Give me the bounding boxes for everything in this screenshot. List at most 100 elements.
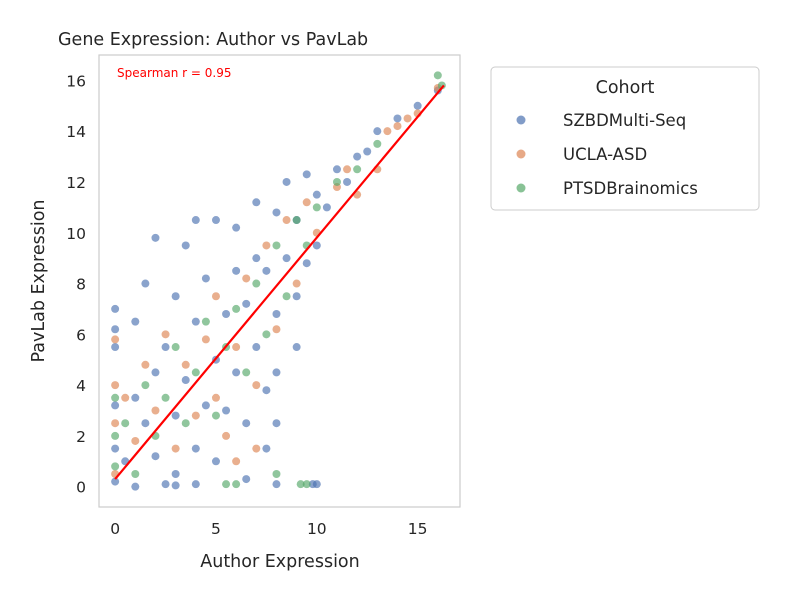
legend-label-ptsdbrainomics: PTSDBrainomics	[563, 179, 698, 198]
point-ptsdbrainomics-24	[353, 165, 362, 174]
point-ptsdbrainomics-8	[171, 343, 180, 352]
point-szbdmulti-seq-57	[393, 114, 402, 123]
y-axis-label: PavLab Expression	[29, 200, 49, 363]
point-szbdmulti-seq-56	[373, 127, 382, 136]
point-szbdmulti-seq-1	[111, 444, 120, 453]
point-ucla-asd-4	[121, 393, 130, 402]
point-szbdmulti-seq-49	[312, 190, 321, 199]
point-szbdmulti-seq-48	[302, 259, 311, 268]
point-szbdmulti-seq-64	[191, 480, 200, 489]
point-ucla-asd-3	[111, 335, 120, 344]
x-axis-ticks: 0 5 10 15	[110, 520, 427, 538]
y-tick-label-6: 6	[76, 326, 86, 344]
point-szbdmulti-seq-21	[191, 317, 200, 326]
x-axis-label: Author Expression	[200, 552, 359, 572]
y-tick-label-4: 4	[76, 377, 86, 395]
point-ucla-asd-9	[171, 444, 180, 453]
point-szbdmulti-seq-61	[308, 480, 317, 489]
point-szbdmulti-seq-15	[171, 469, 180, 478]
point-szbdmulti-seq-10	[141, 279, 150, 288]
chart-title: Gene Expression: Author vs PavLab	[58, 30, 368, 50]
point-ucla-asd-34	[252, 444, 261, 453]
point-ucla-asd-33	[403, 114, 412, 123]
y-tick-label-14: 14	[66, 123, 86, 141]
point-ucla-asd-16	[232, 343, 241, 352]
point-szbdmulti-seq-3	[111, 343, 120, 352]
point-ptsdbrainomics-10	[191, 368, 200, 377]
point-szbdmulti-seq-12	[151, 368, 160, 377]
legend-items: SZBDMulti-Seq UCLA-ASD PTSDBrainomics	[516, 111, 698, 198]
point-szbdmulti-seq-47	[302, 170, 311, 179]
point-ptsdbrainomics-27	[437, 81, 446, 90]
point-szbdmulti-seq-16	[171, 411, 180, 420]
point-szbdmulti-seq-30	[232, 266, 241, 275]
point-ptsdbrainomics-25	[373, 139, 382, 148]
point-szbdmulti-seq-43	[282, 177, 291, 186]
point-ucla-asd-15	[222, 431, 231, 440]
point-szbdmulti-seq-27	[211, 216, 220, 225]
point-ptsdbrainomics-22	[312, 203, 321, 212]
point-ptsdbrainomics-14	[232, 304, 241, 313]
point-ptsdbrainomics-20	[292, 216, 301, 225]
point-szbdmulti-seq-9	[141, 419, 150, 428]
point-szbdmulti-seq-70	[292, 343, 301, 352]
y-tick-label-0: 0	[76, 479, 86, 497]
legend-marker-szbdmulti-seq	[516, 115, 526, 125]
x-tick-label-0: 0	[110, 520, 120, 538]
point-ptsdbrainomics-16	[252, 279, 261, 288]
point-szbdmulti-seq-35	[252, 254, 261, 263]
point-szbdmulti-seq-52	[332, 165, 341, 174]
point-szbdmulti-seq-44	[282, 254, 291, 263]
spearman-annotation: Spearman r = 0.95	[117, 66, 232, 80]
y-tick-label-10: 10	[66, 225, 86, 243]
point-szbdmulti-seq-58	[413, 101, 422, 110]
point-ucla-asd-11	[191, 411, 200, 420]
point-szbdmulti-seq-42	[272, 368, 281, 377]
point-ucla-asd-8	[161, 330, 170, 339]
point-szbdmulti-seq-66	[171, 481, 180, 490]
legend-marker-ucla-asd	[516, 149, 526, 159]
x-tick-label-10: 10	[307, 520, 327, 538]
point-ptsdbrainomics-1	[111, 431, 120, 440]
point-szbdmulti-seq-4	[111, 304, 120, 313]
point-ucla-asd-1	[111, 419, 120, 428]
point-szbdmulti-seq-18	[181, 376, 190, 385]
point-szbdmulti-seq-14	[161, 343, 170, 352]
point-szbdmulti-seq-65	[131, 482, 140, 491]
point-szbdmulti-seq-40	[272, 208, 281, 217]
point-ucla-asd-29	[383, 127, 392, 136]
point-szbdmulti-seq-36	[252, 343, 261, 352]
point-ucla-asd-6	[141, 360, 150, 369]
point-ptsdbrainomics-23	[332, 177, 341, 186]
point-szbdmulti-seq-0	[111, 477, 120, 486]
point-szbdmulti-seq-41	[272, 310, 281, 319]
point-ucla-asd-19	[262, 241, 271, 250]
point-ptsdbrainomics-11	[201, 317, 210, 326]
point-ucla-asd-23	[302, 198, 311, 207]
point-ucla-asd-30	[393, 122, 402, 131]
point-ptsdbrainomics-3	[121, 419, 130, 428]
legend-title: Cohort	[596, 78, 655, 98]
point-ucla-asd-5	[131, 436, 140, 445]
point-ptsdbrainomics-0	[111, 462, 120, 471]
x-tick-label-15: 15	[408, 520, 428, 538]
point-szbdmulti-seq-17	[171, 292, 180, 301]
point-ptsdbrainomics-2	[111, 393, 120, 402]
point-ucla-asd-21	[282, 216, 291, 225]
point-szbdmulti-seq-53	[343, 177, 352, 186]
legend-marker-ptsdbrainomics	[516, 183, 526, 193]
point-ptsdbrainomics-5	[141, 381, 150, 390]
point-ucla-asd-17	[242, 274, 251, 283]
point-szbdmulti-seq-28	[222, 310, 231, 319]
point-ucla-asd-7	[151, 406, 160, 415]
point-szbdmulti-seq-19	[181, 241, 190, 250]
plot-area	[98, 54, 461, 508]
point-ptsdbrainomics-19	[282, 292, 291, 301]
point-ucla-asd-14	[211, 292, 220, 301]
point-szbdmulti-seq-20	[191, 444, 200, 453]
point-szbdmulti-seq-37	[252, 198, 261, 207]
point-ucla-asd-20	[272, 325, 281, 334]
point-szbdmulti-seq-23	[201, 401, 210, 410]
point-ptsdbrainomics-29	[296, 480, 305, 489]
point-szbdmulti-seq-46	[292, 292, 301, 301]
